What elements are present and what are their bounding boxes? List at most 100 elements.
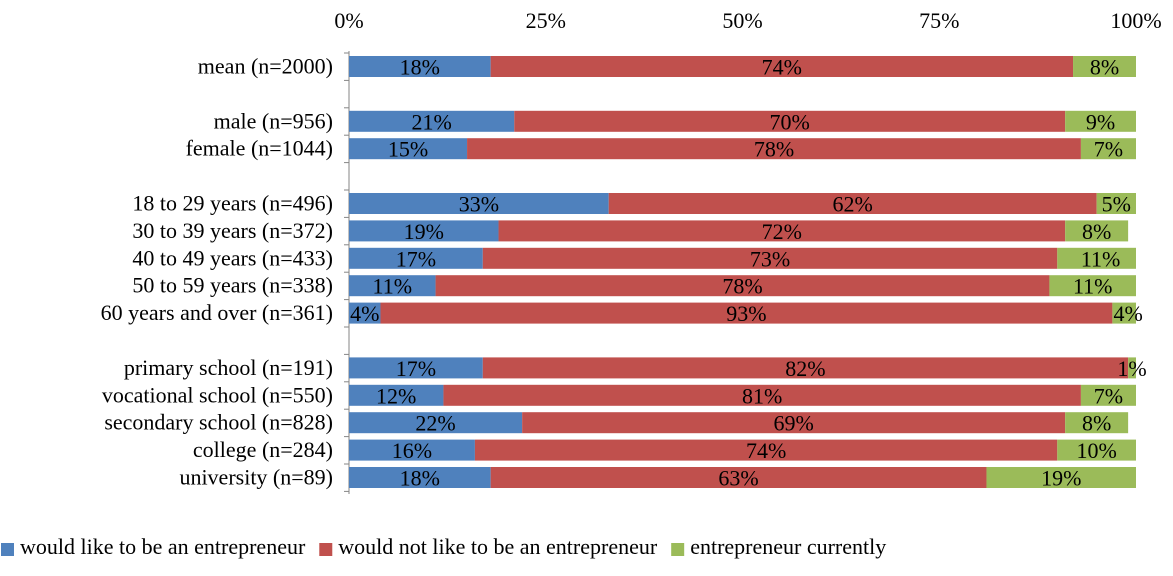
bar-segment (1080, 138, 1136, 160)
data-label: 5% (1102, 192, 1131, 217)
bar-segment (349, 275, 436, 297)
x-tick-label: 75% (919, 8, 959, 33)
data-label: 9% (1086, 109, 1115, 134)
bar-segment (435, 275, 1050, 297)
bar-segment (1065, 412, 1129, 434)
data-label: 15% (388, 137, 428, 162)
bar-segment (514, 110, 1066, 132)
bar-segment (1096, 193, 1136, 214)
data-label: 69% (773, 411, 813, 436)
category-label: female (n=1044) (186, 136, 333, 161)
data-label: 33% (459, 192, 499, 217)
data-label: 11% (1081, 246, 1121, 271)
data-label: 18% (400, 466, 440, 491)
category-label: 30 to 39 years (n=372) (132, 218, 333, 243)
bar-segment (349, 193, 609, 214)
data-label: 74% (746, 438, 786, 463)
bar-segment (1080, 384, 1136, 406)
category-label: 40 to 49 years (n=433) (132, 245, 333, 270)
bar-segment (474, 439, 1058, 461)
bar-segment (1057, 439, 1136, 461)
data-label: 8% (1082, 411, 1111, 436)
data-label: 81% (742, 383, 782, 408)
x-tick-label: 50% (722, 8, 762, 33)
data-label: 11% (1073, 274, 1113, 299)
data-label: 16% (392, 438, 432, 463)
category-label: male (n=956) (214, 108, 333, 133)
category-label: primary school (n=191) (124, 355, 333, 380)
category-label: 60 years and over (n=361) (101, 300, 333, 325)
data-label: 21% (411, 109, 451, 134)
bar-segment (1065, 220, 1129, 242)
bar-segment (490, 56, 1074, 77)
data-label: 72% (762, 219, 802, 244)
bar-segment (349, 384, 444, 406)
bar-segment (349, 110, 515, 132)
data-label: 93% (726, 301, 766, 326)
bar-segment (349, 412, 523, 434)
category-label: 18 to 29 years (n=496) (132, 191, 333, 216)
data-label: 17% (396, 246, 436, 271)
bar-segment (380, 302, 1113, 324)
data-label: 74% (762, 55, 802, 80)
bar-segment (467, 138, 1081, 160)
data-label: 22% (415, 411, 455, 436)
data-label: 4% (1113, 301, 1142, 326)
bar-segment (482, 357, 1129, 379)
data-label: 7% (1094, 137, 1123, 162)
data-label: 62% (833, 192, 873, 217)
data-label: 8% (1090, 55, 1119, 80)
data-label: 63% (718, 466, 758, 491)
bar-segment (490, 467, 987, 488)
data-label: 78% (722, 274, 762, 299)
legend-marker (671, 543, 685, 556)
bar-segment (349, 220, 499, 242)
bar-segment (608, 193, 1097, 214)
data-label: 11% (373, 274, 413, 299)
x-tick-label: 100% (1110, 8, 1161, 33)
category-label: college (n=284) (193, 437, 333, 462)
bar-segment (482, 247, 1058, 269)
data-label: 4% (350, 301, 379, 326)
bar-segment (349, 138, 468, 160)
legend-marker (1, 543, 14, 556)
x-tick-label: 25% (526, 8, 566, 33)
legend-marker (319, 543, 333, 556)
bar-segment (1128, 357, 1136, 379)
legend-label: would like to be an entrepreneur (20, 534, 306, 559)
bar-segment (498, 220, 1066, 242)
data-label: 73% (750, 246, 790, 271)
data-label: 8% (1082, 219, 1111, 244)
bar-segment (1049, 275, 1136, 297)
bar-segment (349, 247, 483, 269)
x-tick-label: 0% (334, 8, 363, 33)
data-label: 12% (376, 383, 416, 408)
data-label: 70% (770, 109, 810, 134)
data-label: 82% (785, 356, 825, 381)
data-label: 18% (400, 55, 440, 80)
bar-segment (349, 467, 491, 488)
bar-segment (349, 357, 483, 379)
bar-segment (1065, 110, 1136, 132)
legend-label: entrepreneur currently (690, 534, 886, 559)
bar-segment (522, 412, 1066, 434)
data-label: 10% (1076, 438, 1116, 463)
bar-segment (349, 439, 475, 461)
category-label: 50 to 59 years (n=338) (132, 273, 333, 298)
bar-segment (443, 384, 1081, 406)
bar-segment (349, 302, 381, 324)
data-label: 17% (396, 356, 436, 381)
data-label: 78% (754, 137, 794, 162)
legend-label: would not like to be an entrepreneur (338, 534, 658, 559)
category-label: secondary school (n=828) (104, 410, 333, 435)
category-label: university (n=89) (179, 465, 333, 490)
data-label: 19% (1041, 466, 1081, 491)
data-label: 19% (404, 219, 444, 244)
bar-segment (1057, 247, 1136, 269)
bar-segment (1112, 302, 1136, 324)
bar-segment (986, 467, 1136, 488)
data-label: 7% (1094, 383, 1123, 408)
bar-segment (349, 56, 491, 77)
